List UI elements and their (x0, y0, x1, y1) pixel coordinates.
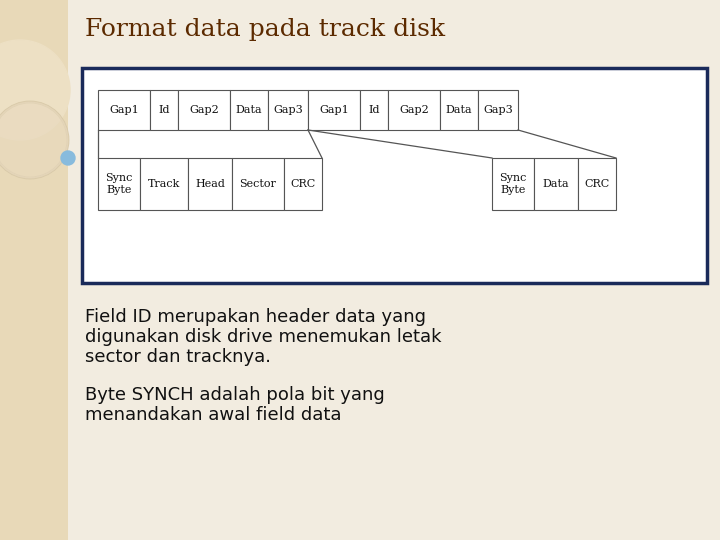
Text: Field ID merupakan header data yang: Field ID merupakan header data yang (85, 308, 426, 326)
Text: Data: Data (235, 105, 262, 115)
Text: Gap1: Gap1 (319, 105, 349, 115)
Text: Sync
Byte: Sync Byte (105, 173, 132, 195)
Bar (82, 68, 707, 283)
Bar (140, 158, 188, 210)
Bar (578, 158, 616, 210)
Text: Id: Id (368, 105, 379, 115)
Text: Gap2: Gap2 (189, 105, 219, 115)
Text: digunakan disk drive menemukan letak: digunakan disk drive menemukan letak (85, 328, 441, 346)
Text: CRC: CRC (585, 179, 610, 189)
Bar (98, 158, 140, 210)
Text: Id: Id (158, 105, 170, 115)
Text: Head: Head (195, 179, 225, 189)
Bar (492, 158, 534, 210)
Bar (308, 90, 360, 130)
Text: Gap2: Gap2 (399, 105, 429, 115)
Bar (178, 90, 230, 130)
Text: Data: Data (446, 105, 472, 115)
Bar (440, 90, 478, 130)
Bar (0, 0, 68, 540)
Circle shape (0, 40, 70, 140)
Text: Data: Data (543, 179, 570, 189)
Circle shape (0, 102, 68, 178)
Bar (232, 158, 284, 210)
Bar (188, 158, 232, 210)
Bar (230, 90, 268, 130)
Text: Format data pada track disk: Format data pada track disk (85, 18, 445, 41)
Text: CRC: CRC (290, 179, 315, 189)
Bar (150, 90, 178, 130)
Bar (478, 90, 518, 130)
Text: Track: Track (148, 179, 180, 189)
Text: Gap3: Gap3 (483, 105, 513, 115)
Bar (360, 90, 388, 130)
Text: Byte SYNCH adalah pola bit yang: Byte SYNCH adalah pola bit yang (85, 386, 384, 404)
Text: menandakan awal field data: menandakan awal field data (85, 406, 341, 424)
Bar (284, 158, 322, 210)
Bar (98, 90, 150, 130)
Text: sector dan tracknya.: sector dan tracknya. (85, 348, 271, 366)
Bar (268, 90, 308, 130)
Circle shape (61, 151, 75, 165)
Text: Gap3: Gap3 (273, 105, 303, 115)
Text: Sync
Byte: Sync Byte (499, 173, 527, 195)
Text: Sector: Sector (240, 179, 276, 189)
Text: Gap1: Gap1 (109, 105, 139, 115)
Bar (388, 90, 440, 130)
Bar (534, 158, 578, 210)
